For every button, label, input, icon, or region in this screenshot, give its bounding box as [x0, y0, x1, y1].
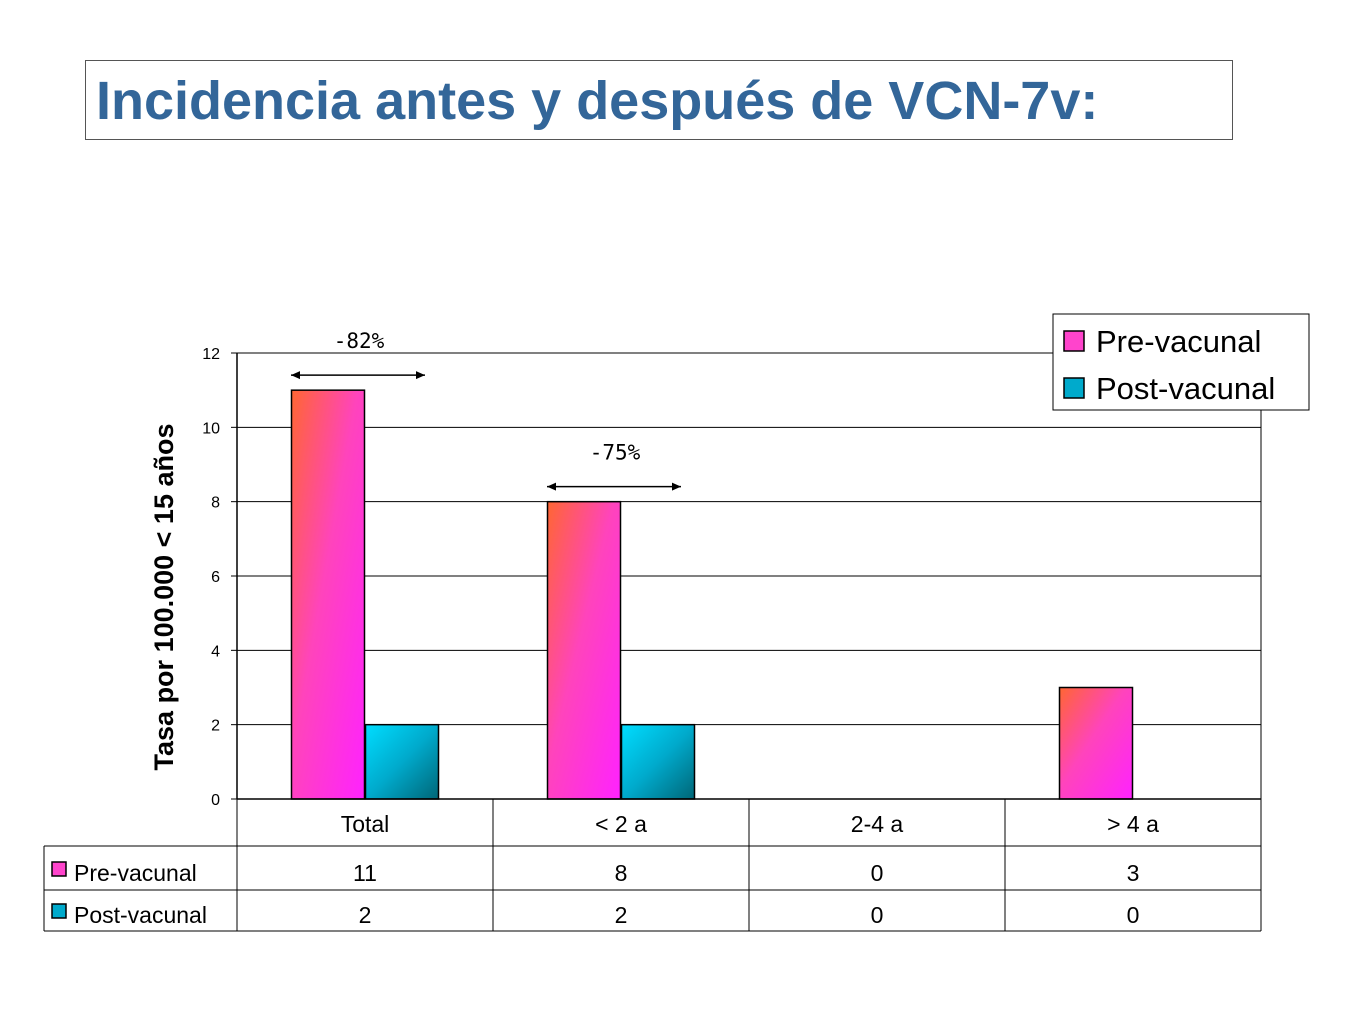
- legend-box: [1052, 313, 1310, 411]
- x-category-label: < 2 a: [595, 811, 647, 837]
- table-value-cell: 0: [871, 902, 884, 928]
- y-tick-label: 12: [202, 346, 220, 363]
- table-value-cell: 0: [1127, 902, 1140, 928]
- y-axis-label: Tasa por 100.000 < 15 años: [149, 424, 179, 771]
- legend: Pre-vacunal Post-vacunal: [1052, 313, 1310, 411]
- table-value-cell: 8: [615, 860, 628, 886]
- legend-swatch-pre: [1063, 330, 1085, 352]
- page-title: Incidencia antes y después de VCN-7v:: [96, 71, 1099, 131]
- reduction-label: -75%: [590, 441, 641, 465]
- table-value-cell: 0: [871, 860, 884, 886]
- data-table: Total < 2 a 2-4 a > 4 a Pre-vacunal 11 8 0 3 Post…: [43, 799, 1262, 932]
- x-category-label: 2-4 a: [851, 811, 904, 837]
- legend-label-post: Post-vacunal: [1096, 371, 1275, 406]
- title-box: Incidencia antes y después de VCN-7v:: [85, 60, 1233, 140]
- reduction-label: -82%: [334, 329, 385, 353]
- legend-label-pre: Pre-vacunal: [1096, 324, 1261, 359]
- table-legend-swatch-1: [51, 903, 67, 919]
- x-category-label: Total: [341, 811, 390, 837]
- annotations: -82% -75%: [291, 329, 681, 491]
- y-tick-label: 4: [211, 643, 220, 660]
- y-axis-ticks: 0 2 4 6 8 10 12: [202, 346, 237, 809]
- bar-pre-vacunal-1: [546, 500, 622, 800]
- bars: [290, 389, 1134, 800]
- table-value-cell: 2: [359, 902, 372, 928]
- y-tick-label: 6: [211, 569, 220, 586]
- bar-post-vacunal-1: [620, 723, 696, 800]
- table-value-cell: 3: [1127, 860, 1140, 886]
- x-category-label: > 4 a: [1107, 811, 1159, 837]
- y-tick-label: 2: [211, 718, 220, 735]
- table-legend-swatch-0: [51, 861, 67, 877]
- y-tick-label: 10: [202, 420, 220, 437]
- bar-pre-vacunal-0: [290, 389, 366, 800]
- y-tick-label: 0: [211, 792, 220, 809]
- table-value-cell: 11: [353, 860, 377, 886]
- table-series-label-0: Pre-vacunal: [74, 860, 197, 886]
- legend-swatch-post: [1063, 377, 1085, 399]
- table-value-cell: 2: [615, 902, 628, 928]
- bar-pre-vacunal-3: [1058, 686, 1134, 800]
- y-tick-label: 8: [211, 495, 220, 512]
- table-series-label-1: Post-vacunal: [74, 902, 207, 928]
- bar-post-vacunal-0: [364, 723, 440, 800]
